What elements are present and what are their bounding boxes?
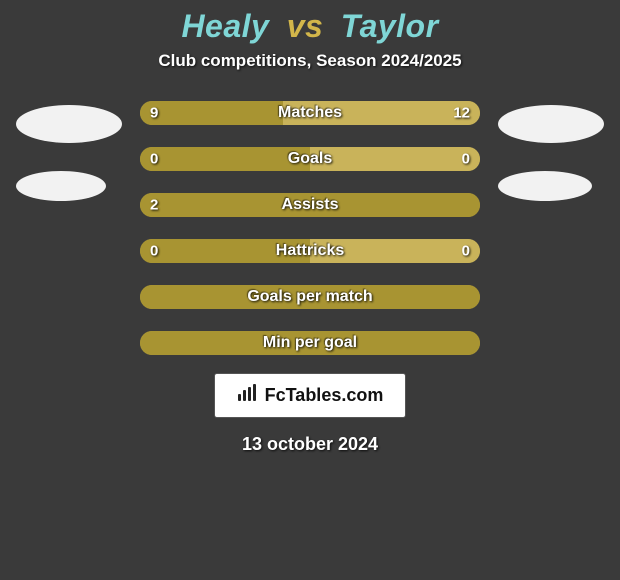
stat-bar-left-value: 0: [150, 243, 158, 260]
stat-bar-right-fill: [310, 147, 480, 171]
stat-bar-left-value: 0: [150, 151, 158, 168]
stat-bar-left-value: 2: [150, 197, 158, 214]
avatar: [498, 105, 604, 143]
page-root: Healy vs Taylor Club competitions, Seaso…: [0, 0, 620, 580]
title-vs: vs: [287, 8, 324, 44]
chart-zone: Matches912Goals00Assists2Hattricks00Goal…: [16, 101, 604, 355]
logo-chart-icon: [237, 384, 259, 407]
stat-bar-right-value: 0: [462, 243, 470, 260]
source-logo: FcTables.com: [214, 373, 407, 418]
stat-bar: Goals per match: [140, 285, 480, 309]
stat-bar-left-fill: [140, 101, 283, 125]
avatar-column-left: [16, 101, 122, 201]
stat-bar-label: Assists: [282, 196, 339, 214]
stat-bar-right-value: 0: [462, 151, 470, 168]
player1-name: Healy: [181, 8, 269, 44]
player2-name: Taylor: [341, 8, 439, 44]
stat-bar: Min per goal: [140, 331, 480, 355]
stat-bar: Assists 2: [140, 193, 480, 217]
stat-bar-label: Goals per match: [247, 288, 372, 306]
stat-bar-label: Hattricks: [276, 242, 344, 260]
stat-bar: Goals 0 0: [140, 147, 480, 171]
comparison-bars: Matches912Goals00Assists2Hattricks00Goal…: [140, 101, 480, 355]
stat-bar-label: Min per goal: [263, 334, 357, 352]
avatar-column-right: [498, 101, 604, 201]
stat-bar-right-value: 12: [453, 105, 470, 122]
date-label: 13 october 2024: [242, 434, 378, 455]
stat-bar: Matches 9 12: [140, 101, 480, 125]
stat-bar-label: Matches: [278, 104, 342, 122]
stat-bar-left-value: 9: [150, 105, 158, 122]
stat-bar-label: Goals: [288, 150, 332, 168]
stat-bar: Hattricks 0 0: [140, 239, 480, 263]
avatar: [16, 105, 122, 143]
subtitle: Club competitions, Season 2024/2025: [158, 51, 461, 71]
avatar: [498, 171, 592, 201]
page-title: Healy vs Taylor: [181, 8, 438, 45]
stat-bar-left-fill: [140, 147, 310, 171]
logo-text: FcTables.com: [265, 385, 384, 406]
avatar: [16, 171, 106, 201]
